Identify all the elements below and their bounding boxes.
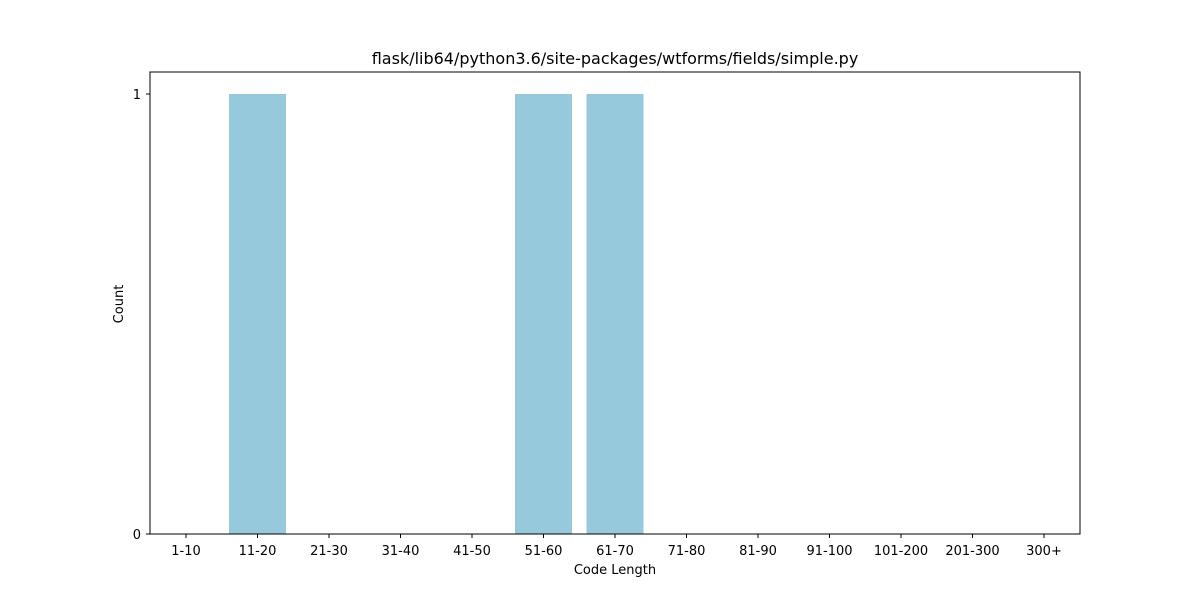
x-tick-label: 201-300 — [945, 544, 999, 559]
y-tick-label: 0 — [133, 528, 141, 543]
x-tick-label: 101-200 — [874, 544, 928, 559]
y-axis-ticks: 01 — [133, 88, 150, 543]
x-tick-label: 21-30 — [310, 544, 348, 559]
x-tick-label: 1-10 — [171, 544, 201, 559]
bar-51-60 — [515, 94, 572, 534]
chart-title: flask/lib64/python3.6/site-packages/wtfo… — [372, 49, 859, 68]
bar-11-20 — [229, 94, 286, 534]
y-axis-label: Count — [112, 285, 127, 324]
x-tick-label: 11-20 — [239, 544, 277, 559]
x-tick-label: 61-70 — [596, 544, 634, 559]
x-tick-label: 31-40 — [382, 544, 420, 559]
y-tick-label: 1 — [133, 88, 141, 103]
x-tick-label: 51-60 — [525, 544, 563, 559]
x-tick-label: 71-80 — [668, 544, 706, 559]
bar-61-70 — [586, 94, 644, 534]
x-tick-label: 300+ — [1026, 544, 1062, 559]
x-axis-ticks: 1-10 11-20 21-30 31-40 41-50 51-60 61-70 71-80 8… — [171, 534, 1062, 559]
x-tick-label: 41-50 — [453, 544, 491, 559]
x-tick-label: 81-90 — [739, 544, 777, 559]
bars-layer — [229, 94, 644, 534]
x-tick-label: 91-100 — [806, 544, 852, 559]
x-axis-label: Code Length — [574, 563, 656, 578]
